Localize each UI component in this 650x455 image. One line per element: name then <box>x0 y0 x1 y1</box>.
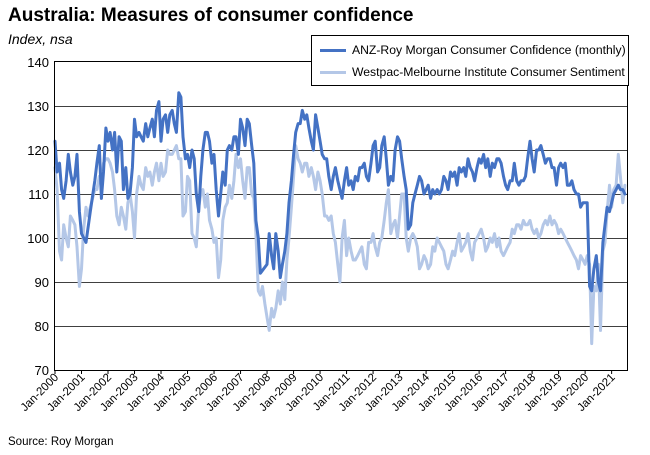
chart-source: Source: Roy Morgan <box>8 436 114 448</box>
legend-swatch-anz <box>320 48 346 52</box>
y-tick-label: 110 <box>28 187 49 202</box>
legend-item-westpac: Westpac-Melbourne Institute Consumer Sen… <box>320 63 625 81</box>
y-tick-label: 120 <box>27 143 49 158</box>
y-tick-label: 100 <box>27 231 49 246</box>
plot-area-border <box>54 61 628 371</box>
legend-label-anz: ANZ-Roy Morgan Consumer Confidence (mont… <box>352 43 626 57</box>
chart-subtitle: Index, nsa <box>8 31 73 47</box>
y-tick-label: 70 <box>35 363 49 378</box>
legend-label-westpac: Westpac-Melbourne Institute Consumer Sen… <box>352 65 625 79</box>
legend-swatch-westpac <box>320 70 346 74</box>
series-line-anz-roy-morgan <box>53 91 627 293</box>
y-tick-label: 130 <box>27 99 49 114</box>
chart-title: Australia: Measures of consumer confiden… <box>8 5 414 26</box>
y-tick-label: 80 <box>35 319 49 334</box>
y-tick-label: 140 <box>27 55 49 70</box>
y-tick-label: 90 <box>35 275 49 290</box>
series-line-westpac-melbourne <box>53 144 627 346</box>
chart-legend: ANZ-Roy Morgan Consumer Confidence (mont… <box>311 35 629 86</box>
legend-item-anz: ANZ-Roy Morgan Consumer Confidence (mont… <box>320 41 626 59</box>
